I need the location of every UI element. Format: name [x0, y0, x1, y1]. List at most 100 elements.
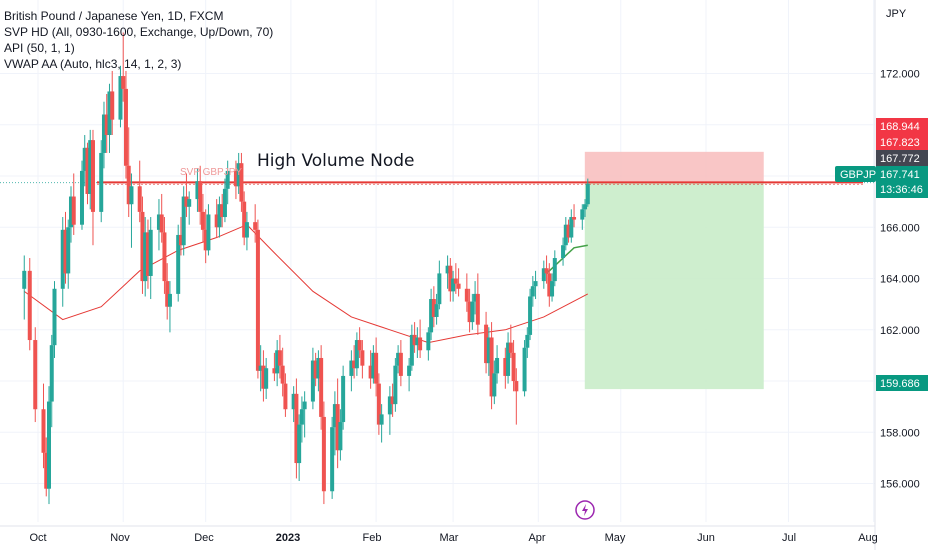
candle[interactable] [165, 281, 170, 307]
candle[interactable] [511, 352, 516, 382]
candle[interactable] [44, 452, 49, 489]
candle[interactable] [233, 170, 238, 187]
candle[interactable] [41, 409, 46, 453]
candle[interactable] [225, 170, 230, 189]
candle[interactable] [104, 114, 109, 136]
candle[interactable] [60, 229, 65, 289]
candle[interactable] [393, 365, 398, 405]
candle[interactable] [492, 373, 497, 397]
candle[interactable] [341, 375, 346, 423]
candle[interactable] [349, 360, 354, 376]
candle[interactable] [253, 222, 258, 230]
candle[interactable] [283, 383, 288, 410]
candle[interactable] [544, 268, 549, 274]
candle[interactable] [550, 281, 555, 297]
candle[interactable] [418, 337, 423, 351]
candle[interactable] [561, 245, 566, 259]
candle[interactable] [508, 342, 513, 353]
candle[interactable] [27, 270, 32, 341]
candle[interactable] [470, 301, 475, 323]
candle[interactable] [33, 340, 38, 410]
candle[interactable] [448, 265, 453, 292]
candle[interactable] [310, 360, 315, 402]
candle[interactable] [184, 196, 189, 207]
candle[interactable] [275, 350, 280, 374]
candle[interactable] [409, 334, 414, 366]
candle[interactable] [46, 401, 51, 489]
candle[interactable] [242, 201, 247, 238]
candle[interactable] [220, 204, 225, 218]
candle[interactable] [445, 265, 450, 274]
candle[interactable] [206, 214, 211, 251]
candle[interactable] [66, 227, 71, 274]
candle[interactable] [486, 337, 491, 364]
candle[interactable] [101, 114, 106, 153]
candle[interactable] [451, 278, 456, 292]
candle[interactable] [126, 165, 131, 205]
candle[interactable] [431, 299, 436, 317]
candle[interactable] [321, 416, 326, 492]
candle[interactable] [563, 224, 568, 246]
candle[interactable] [280, 365, 285, 384]
candle[interactable] [137, 186, 142, 212]
candle[interactable] [145, 232, 150, 276]
take-profit-zone[interactable] [584, 182, 764, 390]
symbol-tag[interactable] [835, 166, 876, 182]
candle[interactable] [473, 293, 478, 302]
candle[interactable] [379, 414, 384, 425]
candle[interactable] [495, 357, 500, 374]
candle[interactable] [407, 365, 412, 376]
candle[interactable] [297, 424, 302, 464]
candle[interactable] [434, 304, 439, 317]
candle[interactable] [371, 352, 376, 379]
candle[interactable] [156, 214, 161, 230]
candle[interactable] [360, 350, 365, 366]
candle[interactable] [107, 91, 112, 136]
candle[interactable] [22, 270, 27, 289]
candle[interactable] [198, 181, 203, 212]
candle[interactable] [167, 293, 172, 307]
candle[interactable] [390, 396, 395, 405]
candle[interactable] [85, 147, 90, 194]
candle[interactable] [374, 352, 379, 384]
candle[interactable] [453, 278, 458, 284]
candle[interactable] [162, 232, 167, 282]
candle[interactable] [330, 427, 335, 492]
candle[interactable] [261, 365, 266, 389]
candle[interactable] [541, 268, 546, 282]
current-price-tag[interactable] [876, 166, 928, 198]
candle[interactable] [547, 273, 552, 297]
candle[interactable] [437, 273, 442, 305]
candle[interactable] [123, 88, 128, 166]
candle[interactable] [580, 209, 585, 220]
candle[interactable] [552, 258, 557, 282]
candle[interactable] [118, 76, 123, 120]
candle[interactable] [583, 204, 588, 210]
candle[interactable] [203, 229, 208, 251]
candle[interactable] [99, 152, 104, 212]
candle[interactable] [429, 299, 434, 333]
price-tag[interactable] [876, 134, 928, 150]
candle[interactable] [415, 337, 420, 346]
candle[interactable] [319, 357, 324, 417]
candle[interactable] [110, 91, 115, 120]
candle[interactable] [475, 293, 480, 325]
candle[interactable] [357, 340, 362, 351]
candle[interactable] [68, 196, 73, 228]
candle[interactable] [222, 188, 227, 218]
indicator-api[interactable]: API (50, 1, 1) [4, 41, 75, 55]
candle[interactable] [530, 286, 535, 297]
indicator-svp[interactable]: SVP HD (All, 0930-1600, Exchange, Up/Dow… [4, 25, 274, 39]
candle[interactable] [503, 357, 508, 376]
candle[interactable] [522, 347, 527, 392]
candle[interactable] [195, 181, 200, 200]
candle[interactable] [71, 196, 76, 225]
candle[interactable] [187, 199, 192, 207]
candle[interactable] [294, 393, 299, 464]
candle[interactable] [412, 334, 417, 346]
candle[interactable] [569, 217, 574, 238]
candle[interactable] [178, 234, 183, 246]
candle[interactable] [176, 234, 181, 294]
candle[interactable] [332, 404, 337, 428]
